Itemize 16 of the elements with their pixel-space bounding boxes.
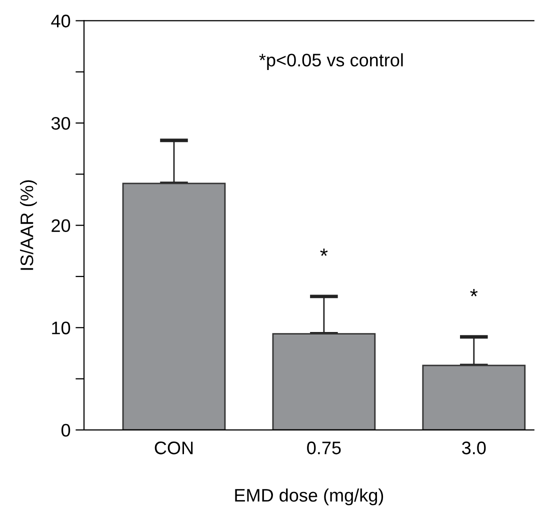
y-tick-label: 10 — [52, 322, 70, 334]
bar — [272, 333, 376, 430]
x-axis-title: EMD dose (mg/kg) — [235, 488, 384, 506]
y-tick-label: 30 — [51, 116, 70, 130]
bar — [122, 182, 226, 430]
annotation: *p<0.05 vs control — [259, 53, 403, 70]
x-tick-label: 0.75 — [307, 442, 341, 454]
y-tick-label: 40 — [51, 14, 70, 28]
annotation: * — [320, 248, 328, 256]
x-tick-label: 3.0 — [462, 442, 486, 454]
annotation: * — [470, 289, 478, 296]
y-tick-label: 20 — [52, 219, 70, 232]
x-tick-label: CON — [154, 442, 193, 454]
bar — [422, 364, 526, 430]
y-tick-label: 0 — [61, 424, 70, 437]
y-axis-title: IS/AAR (%) — [20, 180, 37, 270]
